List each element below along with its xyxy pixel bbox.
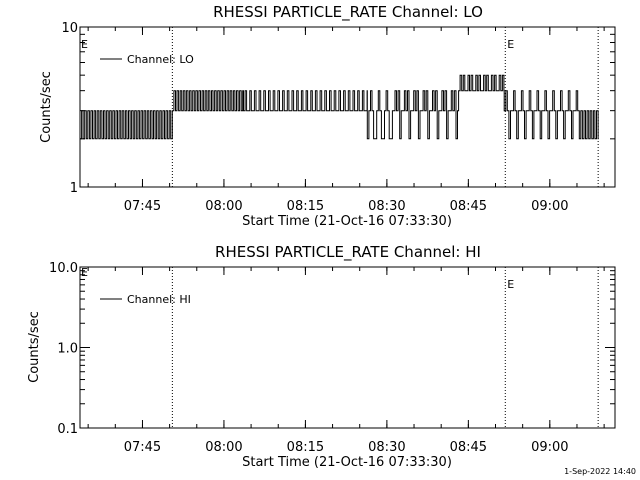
x-tick-label-hi: 08:15: [287, 440, 324, 455]
x-tick-label-lo: 07:45: [124, 199, 161, 214]
x-tick-label-hi: 09:00: [531, 440, 568, 455]
legend-label-hi: Channel: HI: [127, 293, 191, 306]
x-tick-label-hi: 08:45: [450, 440, 487, 455]
x-tick-label-lo: 09:00: [531, 199, 568, 214]
y-tick-label-hi: 1.0: [57, 342, 78, 357]
x-tick-label-lo: 08:45: [450, 199, 487, 214]
x-tick-label-hi: 07:45: [124, 440, 161, 455]
x-tick-label-lo: 08:00: [205, 199, 242, 214]
chart-panel-hi: RHESSI PARTICLE_RATE Channel: HI Counts/…: [27, 243, 616, 470]
chart-panel-lo: RHESSI PARTICLE_RATE Channel: LO Counts/…: [39, 3, 616, 229]
plot-frame-lo: [79, 26, 616, 188]
event-marker-hi: E: [507, 278, 514, 291]
y-axis-label-lo: Counts/sec: [39, 71, 54, 143]
y-tick-label-hi: 0.1: [57, 422, 78, 437]
y-tick-label-lo: 1: [70, 181, 78, 196]
x-tick-label-hi: 08:00: [205, 440, 242, 455]
start-marker-hi: E: [81, 266, 88, 279]
legend-label-lo: Channel: LO: [127, 53, 194, 66]
x-tick-label-hi: 08:30: [368, 440, 405, 455]
chart-title-hi: RHESSI PARTICLE_RATE Channel: HI: [215, 243, 481, 262]
chart-title-lo: RHESSI PARTICLE_RATE Channel: LO: [213, 3, 483, 22]
event-marker-lo: E: [507, 38, 514, 51]
footer-timestamp: 1-Sep-2022 14:40: [564, 467, 636, 476]
y-tick-label-hi: 10.0: [49, 261, 78, 276]
y-axis-label-hi: Counts/sec: [27, 311, 42, 383]
series-line-lo: [80, 74, 599, 140]
x-axis-label-hi: Start Time (21-Oct-16 07:33:30): [242, 455, 452, 470]
x-axis-label-lo: Start Time (21-Oct-16 07:33:30): [242, 214, 452, 229]
x-tick-label-lo: 08:30: [368, 199, 405, 214]
y-tick-label-lo: 10: [61, 21, 78, 36]
start-marker-lo: E: [81, 38, 88, 51]
x-tick-label-lo: 08:15: [287, 199, 324, 214]
